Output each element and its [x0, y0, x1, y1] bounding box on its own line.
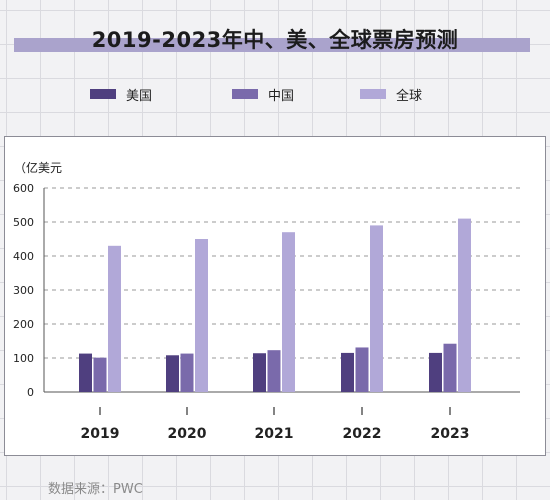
- x-category-label: 2019: [81, 426, 120, 442]
- y-tick-label: 300: [13, 284, 34, 297]
- bar: [267, 350, 281, 392]
- legend-label-usa: 美国: [126, 88, 153, 104]
- x-category-label: 2021: [255, 426, 294, 442]
- bar: [93, 357, 107, 392]
- bar: [79, 353, 92, 392]
- bar: [429, 352, 442, 392]
- chart-title: 2019-2023年中、美、全球票房预测: [91, 28, 459, 52]
- bar: [180, 353, 194, 392]
- data-source-label: 数据来源：PWC: [48, 482, 143, 497]
- y-tick-label: 600: [13, 182, 34, 195]
- y-tick-label: 200: [13, 318, 34, 331]
- y-tick-label: 0: [27, 386, 34, 399]
- title-highlight-bar: [14, 38, 530, 52]
- legend-item-usa: 美国: [90, 86, 153, 104]
- bar: [282, 232, 295, 392]
- legend-label-china: 中国: [268, 88, 295, 104]
- chart-panel: [4, 136, 546, 456]
- bar: [253, 353, 266, 392]
- bar: [108, 245, 121, 392]
- y-tick-label: 400: [13, 250, 34, 263]
- y-tick-label: 100: [13, 352, 34, 365]
- legend-item-china: 中国: [232, 86, 295, 104]
- legend-item-global: 全球: [360, 86, 423, 104]
- x-category-label: 2022: [343, 426, 382, 442]
- legend-swatch-usa: [90, 89, 116, 99]
- legend-label-global: 全球: [396, 88, 423, 104]
- bar: [355, 347, 369, 392]
- bar: [370, 225, 383, 392]
- legend-swatch-china: [232, 89, 258, 99]
- bar: [443, 343, 457, 392]
- x-category-label: 2020: [168, 426, 207, 442]
- bar: [166, 355, 179, 392]
- y-tick-label: 500: [13, 216, 34, 229]
- legend-swatch-global: [360, 89, 386, 99]
- bar: [341, 352, 354, 392]
- bar: [458, 218, 471, 392]
- y-axis-unit-label: （亿美元: [14, 161, 63, 175]
- x-category-label: 2023: [431, 426, 470, 442]
- bar: [195, 239, 208, 392]
